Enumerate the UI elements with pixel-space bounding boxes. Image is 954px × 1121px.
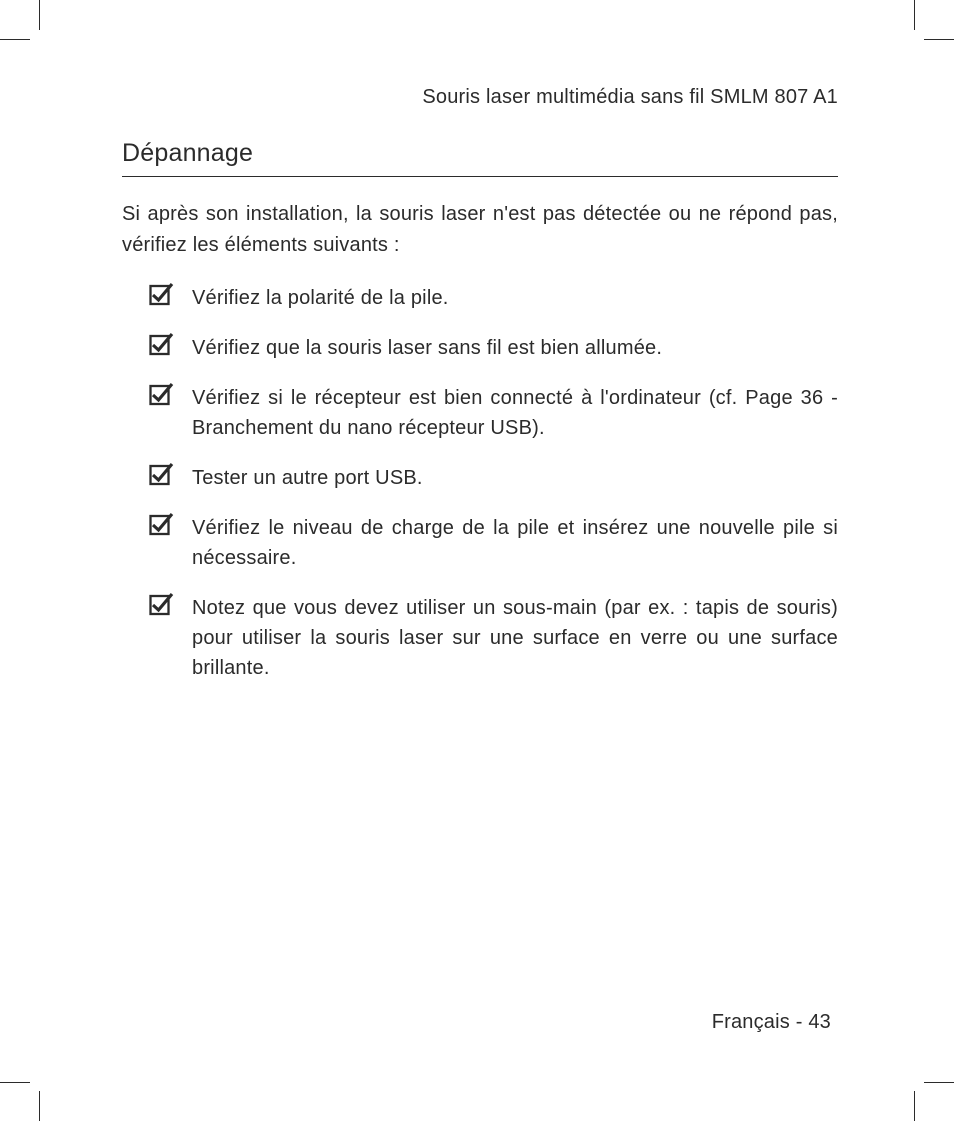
list-item: Notez que vous devez utiliser un sous-ma… xyxy=(149,593,838,683)
section-rule xyxy=(122,176,838,177)
section-intro: Si après son installation, la souris las… xyxy=(122,199,838,261)
crop-mark xyxy=(39,1091,40,1121)
checked-box-icon xyxy=(149,381,174,411)
list-item: Vérifiez si le récepteur est bien connec… xyxy=(149,383,838,443)
list-item-text: Vérifiez le niveau de charge de la pile … xyxy=(192,513,838,573)
list-item: Tester un autre port USB. xyxy=(149,463,838,493)
checked-box-icon xyxy=(149,461,174,491)
running-header: Souris laser multimédia sans fil SMLM 80… xyxy=(122,86,838,109)
checked-box-icon xyxy=(149,331,174,361)
crop-mark xyxy=(39,0,40,30)
page-body: Souris laser multimédia sans fil SMLM 80… xyxy=(122,86,838,703)
list-item: Vérifiez que la souris laser sans fil es… xyxy=(149,333,838,363)
crop-mark xyxy=(0,39,30,40)
checked-box-icon xyxy=(149,281,174,311)
troubleshooting-list: Vérifiez la polarité de la pile. Vérifie… xyxy=(122,283,838,683)
page-footer: Français - 43 xyxy=(712,1011,831,1034)
list-item-text: Vérifiez si le récepteur est bien connec… xyxy=(192,383,838,443)
crop-mark xyxy=(0,1082,30,1083)
checked-box-icon xyxy=(149,591,174,621)
list-item-text: Notez que vous devez utiliser un sous-ma… xyxy=(192,593,838,683)
section-title: Dépannage xyxy=(122,139,838,168)
list-item-text: Tester un autre port USB. xyxy=(192,463,838,493)
crop-mark xyxy=(914,1091,915,1121)
crop-mark xyxy=(924,1082,954,1083)
list-item: Vérifiez le niveau de charge de la pile … xyxy=(149,513,838,573)
list-item-text: Vérifiez la polarité de la pile. xyxy=(192,283,838,313)
list-item-text: Vérifiez que la souris laser sans fil es… xyxy=(192,333,838,363)
checked-box-icon xyxy=(149,511,174,541)
crop-mark xyxy=(924,39,954,40)
crop-mark xyxy=(914,0,915,30)
list-item: Vérifiez la polarité de la pile. xyxy=(149,283,838,313)
